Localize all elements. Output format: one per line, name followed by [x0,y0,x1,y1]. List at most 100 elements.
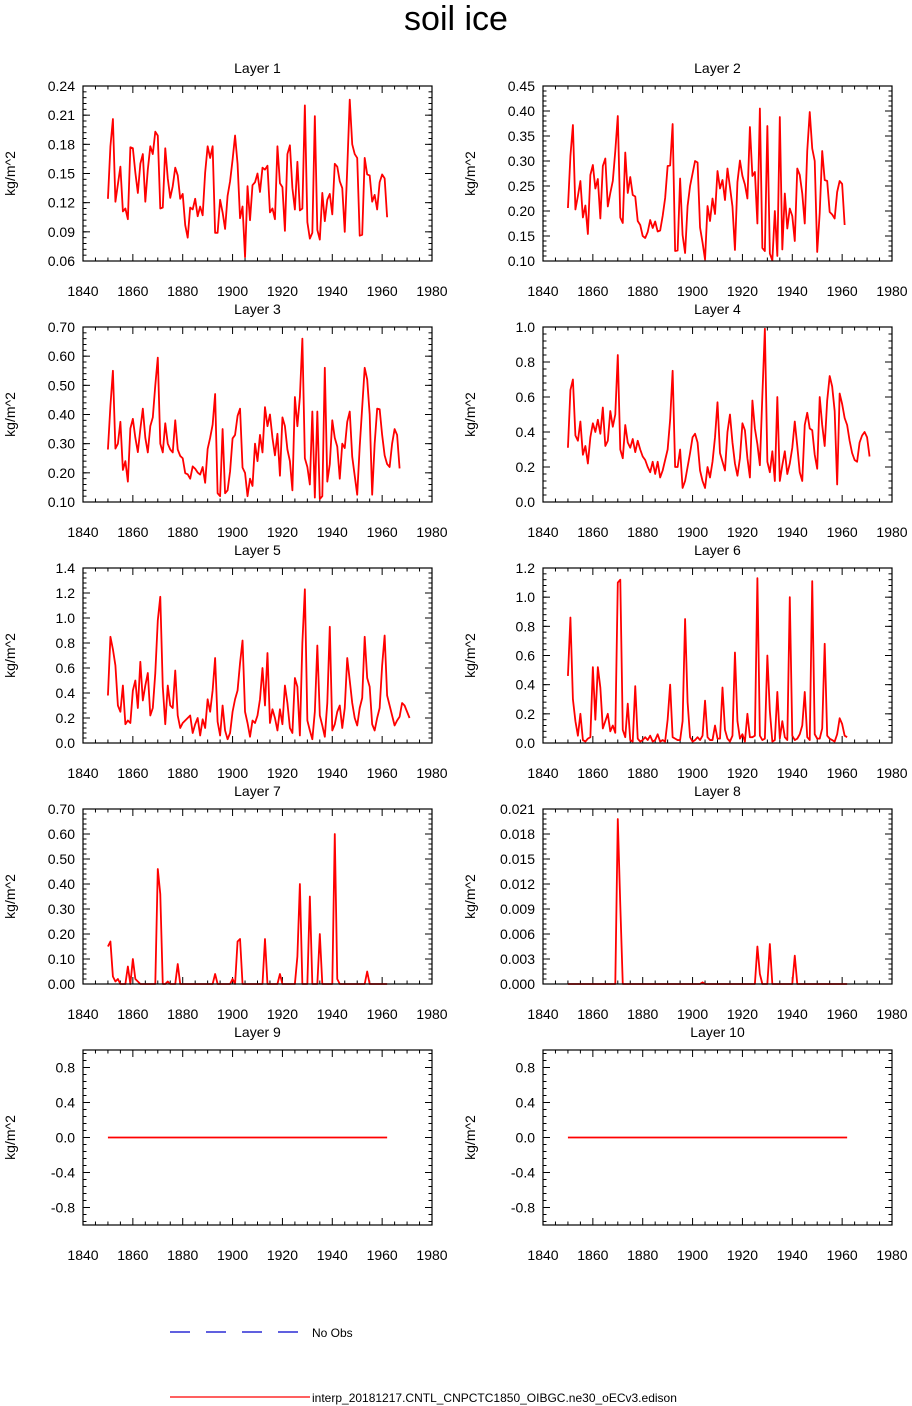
plot-frame-layer-1 [82,85,433,262]
x-tick-label-layer-7: 1860 [117,1006,148,1022]
y-tick-label-layer-6: 0.0 [516,735,536,751]
y-tick-label-layer-9: 0.8 [56,1060,76,1076]
y-tick-label-layer-6: 0.4 [516,677,536,693]
x-tick-label-layer-6: 1920 [727,765,758,781]
x-tick-label-layer-1: 1880 [167,283,198,299]
panel-title-layer-3: Layer 3 [234,301,281,317]
x-tick-label-layer-1: 1920 [267,283,298,299]
series-line-layer-7 [107,833,388,985]
y-tick-label-layer-3: 0.20 [48,465,75,481]
y-axis-label-layer-2: kg/m^2 [462,151,478,196]
x-tick-label-layer-9: 1840 [67,1247,98,1263]
y-tick-label-layer-6: 0.6 [516,648,536,664]
panel-title-layer-2: Layer 2 [694,60,741,76]
x-tick-label-layer-2: 1960 [827,283,858,299]
panel-title-layer-7: Layer 7 [234,783,281,799]
y-axis-label-layer-5: kg/m^2 [2,633,18,678]
y-tick-label-layer-9: 0.0 [56,1130,76,1146]
y-tick-label-layer-10: 0.8 [516,1060,536,1076]
x-tick-label-layer-6: 1900 [677,765,708,781]
y-tick-label-layer-6: 0.8 [516,618,536,634]
y-axis-label-layer-10: kg/m^2 [462,1115,478,1160]
y-tick-label-layer-8: 0.012 [500,876,535,892]
y-tick-label-layer-2: 0.40 [508,103,535,119]
x-tick-label-layer-2: 1860 [577,283,608,299]
x-tick-label-layer-9: 1920 [267,1247,298,1263]
y-tick-label-layer-1: 0.21 [48,107,75,123]
x-tick-label-layer-5: 1900 [217,765,248,781]
x-tick-label-layer-8: 1840 [527,1006,558,1022]
y-tick-label-layer-7: 0.60 [48,826,75,842]
y-axis-label-layer-9: kg/m^2 [2,1115,18,1160]
y-tick-label-layer-7: 0.20 [48,926,75,942]
plot-frame-layer-9 [82,1049,433,1226]
legend-model-label: interp_20181217.CNTL_CNPCTC1850_OIBGC.ne… [312,1391,677,1405]
x-tick-label-layer-3: 1840 [67,524,98,540]
y-tick-label-layer-3: 0.10 [48,494,75,510]
x-tick-label-layer-3: 1960 [367,524,398,540]
y-tick-label-layer-8: 0.015 [500,851,535,867]
x-tick-label-layer-8: 1880 [627,1006,658,1022]
x-tick-label-layer-8: 1920 [727,1006,758,1022]
y-tick-label-layer-4: 0.0 [516,494,536,510]
plot-frame-layer-6 [542,567,893,744]
y-tick-label-layer-2: 0.20 [508,203,535,219]
plot-frame-layer-3 [82,326,433,503]
y-tick-label-layer-10: -0.8 [511,1200,535,1216]
series-line-layer-8 [567,818,848,985]
figure-title: soil ice [404,0,508,38]
y-tick-label-layer-1: 0.06 [48,253,75,269]
y-tick-label-layer-4: 0.8 [516,354,536,370]
x-tick-label-layer-7: 1960 [367,1006,398,1022]
x-tick-label-layer-2: 1840 [527,283,558,299]
y-tick-label-layer-4: 1.0 [516,319,536,335]
x-tick-label-layer-5: 1880 [167,765,198,781]
series-line-layer-2 [567,107,846,262]
y-tick-label-layer-4: 0.6 [516,389,536,405]
y-tick-label-layer-9: -0.8 [51,1200,75,1216]
y-tick-label-layer-8: 0.009 [500,901,535,917]
x-tick-label-layer-9: 1880 [167,1247,198,1263]
x-tick-label-layer-5: 1940 [317,765,348,781]
x-tick-label-layer-7: 1840 [67,1006,98,1022]
y-axis-label-layer-1: kg/m^2 [2,151,18,196]
y-tick-label-layer-1: 0.24 [48,78,75,94]
y-tick-label-layer-8: 0.003 [500,951,535,967]
x-tick-label-layer-6: 1840 [527,765,558,781]
x-tick-label-layer-5: 1960 [367,765,398,781]
x-tick-label-layer-9: 1940 [317,1247,348,1263]
y-tick-label-layer-3: 0.70 [48,319,75,335]
y-tick-label-layer-7: 0.30 [48,901,75,917]
panel-title-layer-6: Layer 6 [694,542,741,558]
x-tick-label-layer-7: 1980 [416,1006,447,1022]
y-tick-label-layer-5: 0.8 [56,635,76,651]
panel-title-layer-4: Layer 4 [694,301,741,317]
x-tick-label-layer-4: 1960 [827,524,858,540]
x-tick-label-layer-6: 1860 [577,765,608,781]
x-tick-label-layer-6: 1940 [777,765,808,781]
plot-frame-layer-7 [82,808,433,985]
y-tick-label-layer-7: 0.00 [48,976,75,992]
x-tick-label-layer-3: 1860 [117,524,148,540]
panel-title-layer-1: Layer 1 [234,60,281,76]
y-tick-label-layer-10: -0.4 [511,1165,535,1181]
series-line-layer-5 [107,588,411,741]
series-line-layer-3 [107,337,401,500]
x-tick-label-layer-10: 1960 [827,1247,858,1263]
y-tick-label-layer-3: 0.40 [48,407,75,423]
y-tick-label-layer-10: 0.0 [516,1130,536,1146]
y-tick-label-layer-9: -0.4 [51,1165,75,1181]
x-tick-label-layer-2: 1940 [777,283,808,299]
y-tick-label-layer-1: 0.09 [48,224,75,240]
x-tick-label-layer-5: 1920 [267,765,298,781]
x-tick-label-layer-3: 1940 [317,524,348,540]
x-tick-label-layer-4: 1860 [577,524,608,540]
y-tick-label-layer-7: 0.70 [48,801,75,817]
y-tick-label-layer-7: 0.50 [48,851,75,867]
y-tick-label-layer-5: 1.0 [56,610,76,626]
series-line-layer-4 [567,327,871,489]
y-tick-label-layer-5: 0.2 [56,710,76,726]
y-tick-label-layer-3: 0.30 [48,436,75,452]
y-tick-label-layer-8: 0.021 [500,801,535,817]
y-axis-label-layer-8: kg/m^2 [462,874,478,919]
